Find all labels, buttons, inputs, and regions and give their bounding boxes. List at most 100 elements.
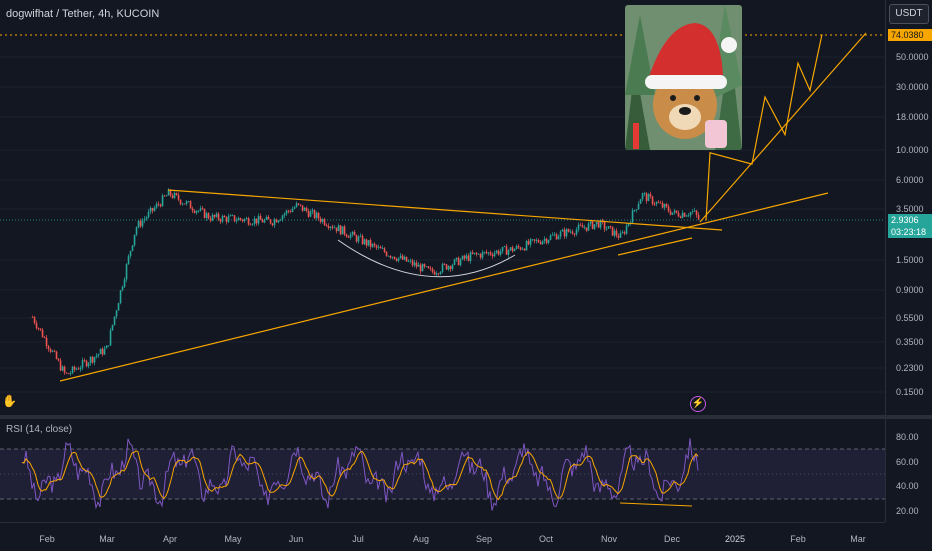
candle-body (423, 264, 426, 267)
candle-body (65, 372, 68, 374)
candle-body (417, 264, 420, 267)
candle-body (531, 239, 534, 241)
rsi-title[interactable]: RSI (14, close) (6, 424, 73, 435)
candle-body (173, 193, 176, 199)
candle-body (93, 356, 96, 363)
currency-button[interactable]: USDT (889, 4, 929, 24)
lightning-icon[interactable]: ⚡ (690, 396, 706, 412)
candle-body (319, 218, 322, 222)
candle-body (463, 255, 466, 259)
candle-body (69, 372, 72, 374)
candle-body (589, 221, 592, 224)
candle-body (53, 350, 56, 352)
candle-body (193, 210, 196, 213)
candle-body (445, 264, 448, 270)
candle-body (585, 227, 588, 231)
candle-body (73, 366, 76, 370)
descending-trendline (167, 189, 723, 231)
candle-body (377, 246, 380, 248)
candle-body (341, 226, 344, 235)
target-price-badge: 74.0380 (888, 29, 932, 41)
ascending-trendline (59, 192, 829, 382)
candle-body (151, 207, 154, 211)
candle-body (241, 219, 244, 222)
candle-body (251, 223, 254, 225)
candle-body (387, 255, 390, 257)
candle-body (81, 360, 84, 368)
rsi-tick: 20.00 (896, 506, 919, 516)
candle-body (197, 210, 200, 212)
candle-body (187, 201, 190, 203)
candle-body (443, 263, 446, 265)
candle-body (375, 245, 378, 248)
candle-body (277, 220, 280, 223)
candle-body (321, 219, 324, 222)
candle-body (97, 354, 100, 356)
candle-body (57, 359, 60, 361)
candle-body (563, 229, 566, 237)
candle-body (105, 345, 108, 349)
candle-body (567, 229, 570, 232)
time-axis[interactable] (0, 522, 885, 551)
candle-body (31, 317, 34, 318)
candle-body (259, 215, 262, 220)
candle-body (245, 218, 248, 219)
candle-body (557, 236, 560, 240)
candle-body (569, 231, 572, 233)
candle-body (435, 273, 438, 275)
candle-body (579, 224, 582, 226)
candle-body (63, 366, 66, 373)
candle-body (411, 260, 414, 266)
candle-body (201, 208, 204, 210)
candle-body (545, 238, 548, 243)
price-tick: 18.0000 (896, 112, 929, 122)
price-axis[interactable]: 50.0000 30.0000 18.0000 10.0000 6.0000 3… (885, 0, 932, 522)
candle-body (345, 234, 348, 237)
candle-body (261, 219, 264, 223)
cup-curve (337, 239, 516, 278)
candle-body (297, 203, 300, 205)
price-chart[interactable] (0, 0, 885, 415)
candle-body (441, 263, 444, 272)
candle-body (677, 212, 680, 217)
countdown-badge: 03:23:18 (888, 226, 932, 238)
time-tick: Apr (162, 534, 178, 544)
symbol-title[interactable]: dogwifhat / Tether, 4h, KUCOIN (6, 8, 160, 20)
candle-body (649, 194, 652, 197)
candle-body (633, 210, 636, 211)
candle-body (493, 252, 496, 257)
price-tick: 30.0000 (896, 82, 929, 92)
candle-body (383, 248, 386, 253)
candle-body (117, 303, 120, 311)
rsi-chart[interactable] (0, 419, 885, 522)
price-tick: 0.3500 (896, 337, 924, 347)
pane-divider[interactable] (0, 415, 932, 419)
candle-body (233, 215, 236, 222)
candle-body (283, 213, 286, 216)
candle-body (291, 208, 294, 212)
candle-body (247, 218, 250, 225)
candle-body (519, 247, 522, 250)
candle-body (555, 234, 558, 240)
candle-body (75, 368, 78, 370)
price-tick: 0.9000 (896, 285, 924, 295)
candle-body (651, 196, 654, 205)
candle-body (475, 252, 478, 255)
candle-body (541, 240, 544, 245)
candle-body (169, 189, 172, 196)
time-tick: May (224, 534, 242, 544)
price-tick: 1.5000 (896, 255, 924, 265)
candle-body (289, 211, 292, 213)
candle-body (243, 218, 246, 222)
candle-body (111, 324, 114, 331)
price-grid (0, 56, 885, 393)
candle-body (249, 224, 252, 226)
candle-body (293, 207, 296, 209)
candle-body (483, 251, 486, 253)
candle-body (255, 218, 258, 224)
price-tick: 3.5000 (896, 204, 924, 214)
candle-body (391, 256, 394, 258)
candle-body (273, 219, 276, 226)
candle-body (439, 271, 442, 274)
candle-body (145, 217, 148, 219)
